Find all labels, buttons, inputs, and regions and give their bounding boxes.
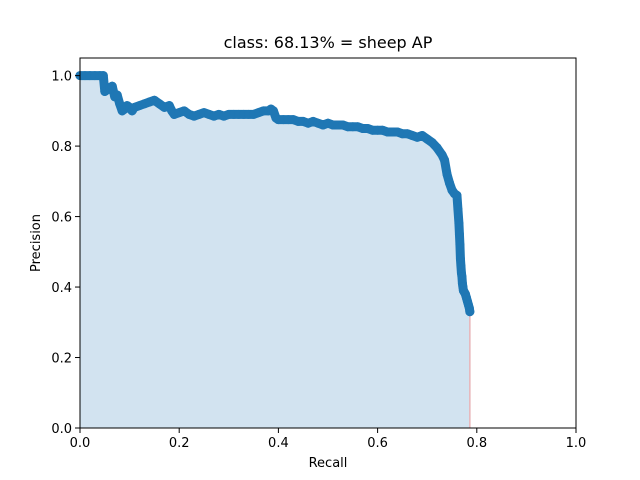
x-tick-label: 1.0 xyxy=(566,436,587,451)
pr-area-fill xyxy=(80,75,470,428)
data-point xyxy=(268,106,278,116)
y-tick-label: 0.4 xyxy=(51,281,72,296)
y-axis: 0.0 0.2 0.4 0.6 0.8 1.0 xyxy=(51,70,80,437)
data-point xyxy=(452,190,462,200)
data-point xyxy=(454,219,464,229)
data-point xyxy=(465,307,475,317)
data-point xyxy=(454,229,464,239)
data-point xyxy=(112,90,122,100)
data-point xyxy=(455,240,465,250)
x-tick-label: 0.0 xyxy=(70,436,91,451)
axes-frame xyxy=(79,57,577,429)
data-point xyxy=(107,81,117,91)
plot-area xyxy=(75,71,475,428)
chart-title: class: 68.13% = sheep AP xyxy=(224,33,433,52)
y-tick-label: 0.2 xyxy=(51,352,72,367)
data-point xyxy=(456,261,466,271)
data-point xyxy=(457,271,467,281)
x-axis: 0.0 0.2 0.4 0.6 0.8 1.0 xyxy=(70,428,587,451)
y-axis-label: Precision xyxy=(29,214,44,272)
x-tick-label: 0.6 xyxy=(367,436,388,451)
data-point xyxy=(455,254,465,264)
data-point xyxy=(445,178,455,188)
x-tick-label: 0.2 xyxy=(169,436,190,451)
data-point xyxy=(98,71,108,81)
y-tick-label: 0.6 xyxy=(51,211,72,226)
x-axis-label: Recall xyxy=(309,456,348,471)
data-point xyxy=(442,169,452,179)
data-point xyxy=(453,205,463,215)
y-tick-label: 0.0 xyxy=(51,422,72,437)
data-point xyxy=(432,143,442,153)
x-tick-label: 0.4 xyxy=(268,436,289,451)
data-point xyxy=(440,155,450,165)
x-tick-label: 0.8 xyxy=(466,436,487,451)
y-tick-label: 0.8 xyxy=(51,140,72,155)
y-tick-label: 1.0 xyxy=(51,70,72,85)
